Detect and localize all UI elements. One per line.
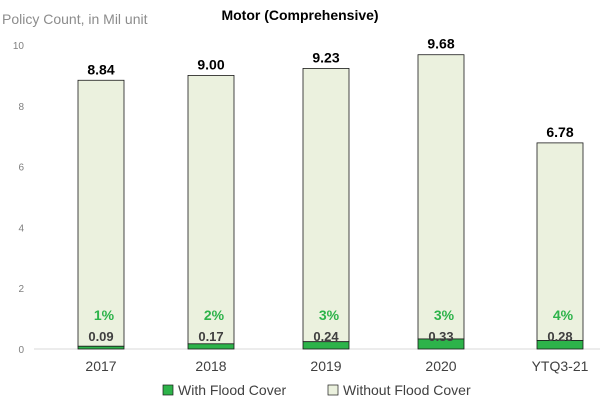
y-tick-label: 10 [13, 41, 25, 52]
bar-without-flood [417, 54, 465, 340]
x-tick-label: YTQ3-21 [532, 358, 589, 374]
bar-with-flood [417, 338, 465, 350]
bar-without-flood [302, 68, 350, 343]
flood-share-label: 3% [319, 307, 340, 323]
y-tick-label: 0 [18, 345, 24, 356]
x-tick-label: 2018 [195, 358, 226, 374]
legend-label-without-flood: Without Flood Cover [343, 382, 471, 398]
y-tick-label: 6 [18, 163, 24, 174]
flood-value-label: 0.28 [547, 329, 572, 344]
total-value-label: 9.68 [427, 36, 454, 52]
bar-without-flood [187, 75, 235, 345]
flood-share-label: 4% [553, 307, 574, 323]
y-axis-label: Policy Count, in Mil unit [2, 11, 148, 27]
flood-value-label: 0.24 [313, 329, 339, 344]
total-value-label: 9.00 [197, 56, 224, 72]
legend: With Flood Cover Without Flood Cover [162, 382, 471, 398]
flood-share-label: 2% [204, 307, 225, 323]
total-value-label: 9.23 [312, 49, 339, 65]
total-value-label: 6.78 [546, 124, 573, 140]
bar-without-flood [536, 142, 584, 341]
legend-swatch-with-flood [162, 384, 174, 396]
total-value-label: 8.84 [87, 61, 114, 77]
labels-layer: 8.84 0.09 1% 2017 9.00 0.17 2% 2018 9.23 0.24 3% 20… [85, 36, 588, 374]
y-tick-label: 2 [18, 284, 24, 295]
y-tick-label: 4 [18, 223, 24, 234]
flood-value-label: 0.17 [198, 329, 223, 344]
y-axis: 0 2 4 6 8 10 [13, 41, 25, 356]
flood-value-label: 0.33 [428, 329, 453, 344]
bar-with-flood [302, 341, 350, 350]
x-tick-label: 2019 [310, 358, 341, 374]
bar-with-flood [536, 340, 584, 350]
chart-title: Motor (Comprehensive) [221, 7, 378, 23]
bars-layer [77, 54, 584, 350]
x-tick-label: 2017 [85, 358, 116, 374]
bar-with-flood [187, 343, 235, 350]
y-tick-label: 8 [18, 102, 24, 113]
bar-with-flood [77, 345, 125, 350]
legend-label-with-flood: With Flood Cover [178, 382, 286, 398]
x-tick-label: 2020 [425, 358, 456, 374]
legend-swatch-without-flood [327, 384, 339, 396]
flood-share-label: 3% [434, 307, 455, 323]
flood-share-label: 1% [94, 307, 115, 323]
flood-value-label: 0.09 [88, 329, 113, 344]
